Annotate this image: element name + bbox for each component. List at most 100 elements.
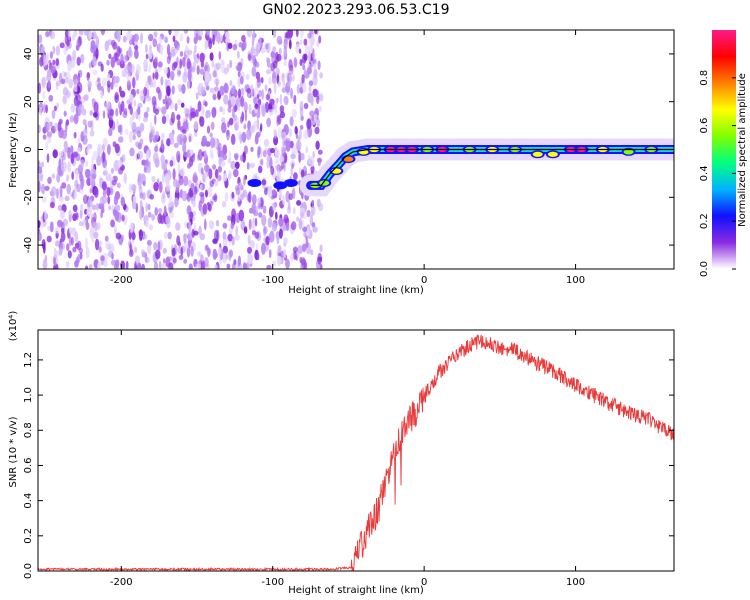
noise-speckle [242, 261, 247, 269]
noise-speckle [166, 85, 171, 97]
noise-speckle [117, 124, 122, 133]
noise-speckle [155, 249, 161, 260]
noise-speckle [182, 121, 188, 130]
noise-speckle [122, 54, 128, 64]
snr-panel: -200 -100 0 100 0.0 0.2 0.4 0.6 0.8 1.0 1.2 Heigh… [8, 311, 675, 596]
noise-speckle [261, 179, 267, 186]
noise-speckle [180, 102, 185, 108]
noise-speckle [171, 247, 176, 257]
noise-speckle [106, 59, 110, 66]
noise-speckle [298, 48, 302, 54]
noise-speckle [100, 90, 103, 99]
noise-speckle [267, 186, 273, 198]
noise-speckle [145, 150, 150, 162]
noise-speckle [118, 86, 122, 94]
noise-speckle [295, 30, 299, 38]
noise-speckle [296, 252, 300, 258]
noise-speckle [182, 56, 186, 68]
noise-speckle [58, 195, 64, 202]
noise-speckle [299, 38, 303, 46]
noise-speckle [235, 225, 238, 236]
noise-speckle [65, 119, 70, 126]
noise-speckle [216, 229, 220, 242]
noise-speckle [283, 237, 288, 245]
noise-speckle [86, 147, 90, 154]
noise-speckle [146, 95, 152, 102]
noise-speckle [149, 194, 154, 200]
noise-speckle [109, 108, 114, 117]
noise-speckle [183, 238, 187, 244]
noise-speckle [165, 215, 170, 225]
noise-speckle [151, 214, 156, 221]
noise-speckle [78, 30, 84, 36]
noise-speckle [125, 31, 131, 41]
noise-speckle [168, 30, 172, 36]
noise-speckle [168, 262, 174, 269]
noise-speckle [175, 150, 181, 163]
noise-speckle [126, 79, 131, 91]
noise-speckle [232, 43, 238, 51]
noise-speckle [160, 76, 164, 86]
noise-speckle [286, 80, 291, 87]
noise-speckle [73, 113, 79, 125]
noise-speckle [236, 65, 242, 72]
noise-speckle [38, 34, 43, 44]
noise-speckle [172, 35, 176, 43]
noise-speckle [312, 88, 318, 98]
noise-speckle [222, 153, 228, 161]
noise-speckle [172, 168, 176, 181]
noise-speckle [243, 123, 247, 130]
noise-speckle [59, 185, 63, 198]
noise-speckle [154, 108, 159, 115]
noise-speckle [277, 127, 282, 139]
noise-speckle [220, 58, 223, 68]
noise-speckle [158, 260, 162, 269]
noise-speckle [194, 44, 197, 53]
noise-speckle [127, 48, 133, 59]
noise-speckle [231, 236, 235, 246]
noise-speckle [61, 182, 67, 189]
noise-speckle [157, 241, 161, 252]
noise-speckle [224, 191, 228, 202]
signal-blob [623, 149, 634, 155]
noise-speckle [98, 240, 103, 246]
noise-speckle [184, 221, 188, 229]
noise-speckle [91, 31, 97, 40]
noise-speckle [161, 132, 165, 141]
noise-speckle [248, 218, 252, 230]
noise-speckle [178, 254, 184, 260]
noise-speckle [225, 37, 231, 44]
noise-speckle [146, 106, 150, 113]
noise-speckle [102, 110, 106, 119]
noise-speckle [183, 233, 188, 240]
noise-speckle [240, 87, 245, 97]
noise-speckle [296, 83, 300, 95]
noise-speckle [46, 122, 51, 131]
noise-speckle [44, 185, 50, 191]
noise-speckle [173, 142, 179, 149]
noise-speckle [264, 187, 268, 196]
noise-speckle [108, 53, 112, 60]
noise-speckle [282, 194, 286, 206]
noise-speckle [188, 156, 194, 167]
noise-speckle [273, 224, 277, 232]
spectrogram-x-label: Height of straight line (km) [288, 285, 424, 296]
noise-speckle [192, 200, 196, 208]
noise-speckle [102, 77, 107, 87]
noise-speckle [214, 78, 220, 85]
noise-speckle [291, 108, 297, 118]
noise-speckle [145, 218, 149, 228]
noise-speckle [313, 113, 318, 123]
noise-speckle [314, 126, 320, 135]
noise-speckle [163, 258, 166, 264]
y-tick-label: -20 [23, 189, 34, 205]
noise-speckle [276, 35, 282, 46]
noise-speckle [206, 125, 211, 134]
noise-speckle [147, 211, 152, 218]
noise-speckle [239, 75, 244, 85]
noise-speckle [229, 80, 233, 87]
noise-speckle [305, 146, 309, 154]
snr-x-label: Height of straight line (km) [288, 585, 424, 596]
noise-speckle [128, 94, 134, 103]
noise-speckle [246, 30, 252, 38]
